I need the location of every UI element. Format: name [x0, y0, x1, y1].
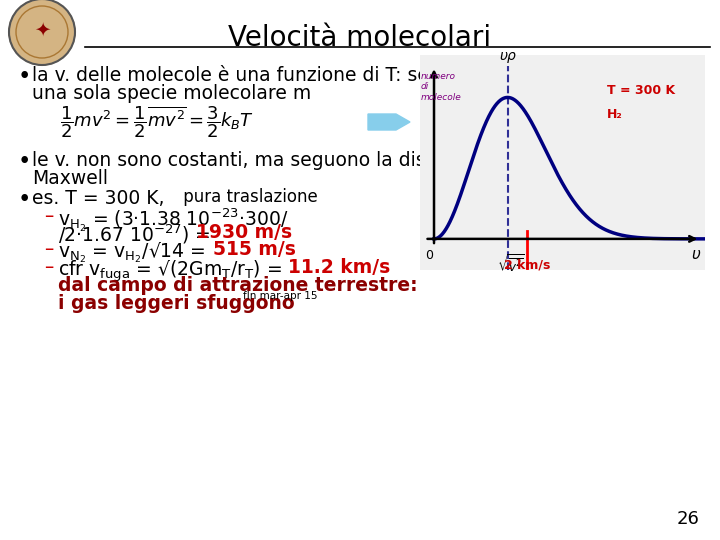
Text: 0: 0	[426, 249, 433, 262]
Text: numero
di
molecole: numero di molecole	[421, 72, 462, 102]
Text: –: –	[44, 240, 53, 259]
Text: v$_{\mathregular{N_2}}$ = v$_{\mathregular{H_2}}$/√14 =: v$_{\mathregular{N_2}}$ = v$_{\mathregul…	[58, 240, 207, 265]
Text: es. T = 300 K,: es. T = 300 K,	[32, 189, 164, 208]
Text: •: •	[18, 65, 32, 88]
Text: dal campo di attrazione terrestre:: dal campo di attrazione terrestre:	[58, 276, 418, 295]
Text: pura traslazione: pura traslazione	[178, 188, 318, 206]
Text: 2 km/s: 2 km/s	[504, 259, 551, 272]
Text: T = 300 K: T = 300 K	[607, 84, 675, 97]
Text: υρ: υρ	[499, 50, 516, 64]
FancyBboxPatch shape	[428, 88, 597, 142]
Text: $\sqrt{\overline{v^2}}$: $\sqrt{\overline{v^2}}$	[498, 253, 525, 275]
Text: cfr v$_{\mathregular{fuga}}$ = √(2Gm$_{\mathregular{T}}$/r$_{\mathregular{T}}$) : cfr v$_{\mathregular{fuga}}$ = √(2Gm$_{\…	[58, 258, 284, 284]
Circle shape	[9, 0, 75, 65]
Text: •: •	[18, 150, 32, 173]
Text: la v. delle molecole è una funzione di T: se considero: la v. delle molecole è una funzione di T…	[32, 66, 526, 85]
Text: /2·1.67 10$^{-27}$) =: /2·1.67 10$^{-27}$) =	[58, 223, 212, 246]
Text: 1930 m/s: 1930 m/s	[196, 223, 292, 242]
Text: υ: υ	[691, 247, 700, 262]
Text: le v. non sono costanti, ma seguono la distribuzione di: le v. non sono costanti, ma seguono la d…	[32, 151, 542, 170]
Text: Velocità molecolari: Velocità molecolari	[228, 24, 492, 52]
Text: $\sqrt{\overline{v^2}} = \sqrt{\dfrac{3k_BT}{m}}$: $\sqrt{\overline{v^2}} = \sqrt{\dfrac{3k…	[449, 112, 577, 154]
Text: v$_{\mathregular{H_2}}$ = (3·1.38 10$^{-23}$·300/: v$_{\mathregular{H_2}}$ = (3·1.38 10$^{-…	[58, 207, 288, 234]
Text: –: –	[44, 258, 53, 277]
Text: 26: 26	[677, 510, 700, 528]
Text: •: •	[18, 188, 32, 211]
Text: ✦: ✦	[34, 21, 50, 39]
Text: fln mar-apr 15: fln mar-apr 15	[243, 291, 318, 301]
Text: 11.2 km/s: 11.2 km/s	[288, 258, 390, 277]
Text: H₂: H₂	[607, 108, 623, 121]
Text: 515 m/s: 515 m/s	[213, 240, 296, 259]
Text: –: –	[44, 207, 53, 226]
FancyArrow shape	[368, 114, 410, 130]
Text: $\dfrac{1}{2}mv^2 = \dfrac{1}{2}\overline{mv^2} = \dfrac{3}{2}k_BT$: $\dfrac{1}{2}mv^2 = \dfrac{1}{2}\overlin…	[60, 104, 254, 140]
Text: i gas leggeri sfuggono: i gas leggeri sfuggono	[58, 294, 294, 313]
Text: Maxwell: Maxwell	[32, 169, 108, 188]
Text: una sola specie molecolare m: una sola specie molecolare m	[32, 84, 311, 103]
